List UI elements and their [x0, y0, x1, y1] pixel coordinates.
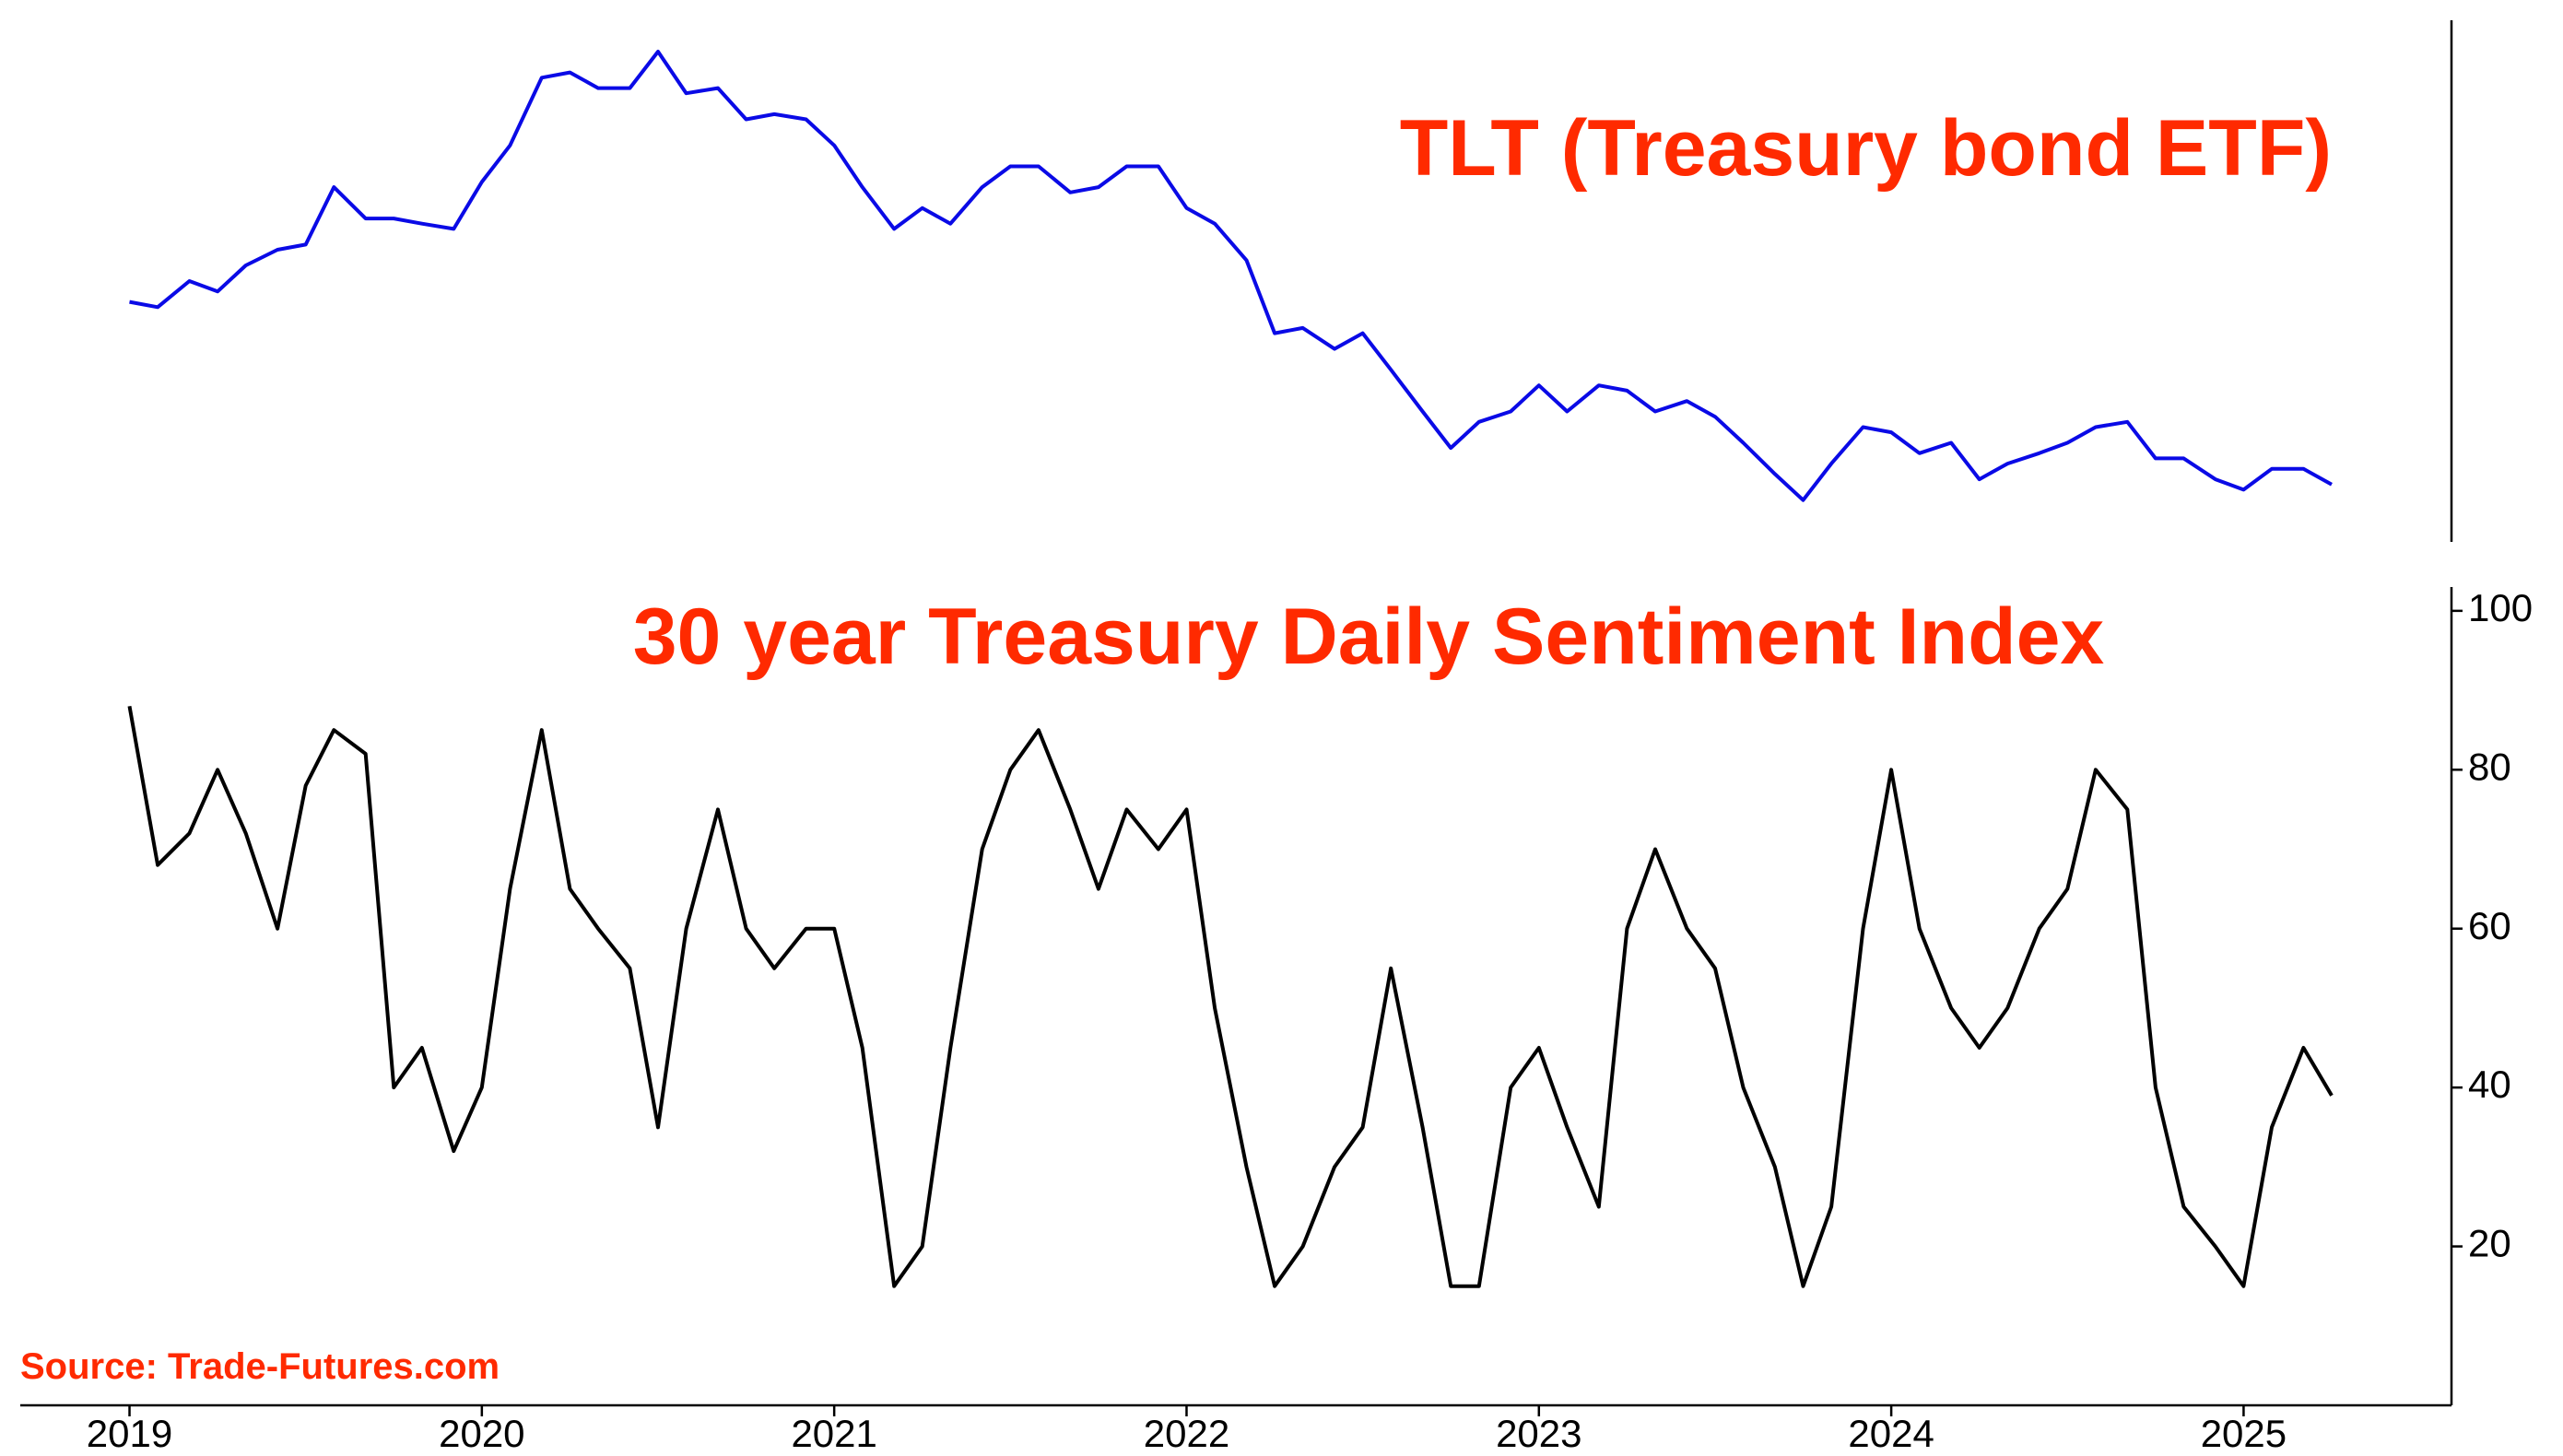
y-tick-label: 60 — [2468, 904, 2511, 947]
x-tick-label: 2020 — [439, 1412, 524, 1455]
y-tick-label: 20 — [2468, 1222, 2511, 1265]
x-tick-label: 2025 — [2201, 1412, 2287, 1455]
x-tick-label: 2024 — [1848, 1412, 1934, 1455]
line — [127, 705, 2334, 1288]
chart-title: TLT (Treasury bond ETF) — [1400, 104, 2332, 193]
y-tick-label: 40 — [2468, 1063, 2511, 1106]
x-tick-label: 2021 — [791, 1412, 876, 1455]
x-tick-label: 2022 — [1144, 1412, 1229, 1455]
x-tick-label: 2019 — [87, 1412, 172, 1455]
y-tick-label: 80 — [2468, 745, 2511, 788]
source: Source: Trade-Futures.com — [20, 1346, 500, 1387]
chart-title: 30 year Treasury Daily Sentiment Index — [633, 593, 2105, 681]
x-tick-label: 2023 — [1496, 1412, 1581, 1455]
y-tick-label: 100 — [2468, 586, 2533, 629]
line — [129, 50, 2333, 502]
